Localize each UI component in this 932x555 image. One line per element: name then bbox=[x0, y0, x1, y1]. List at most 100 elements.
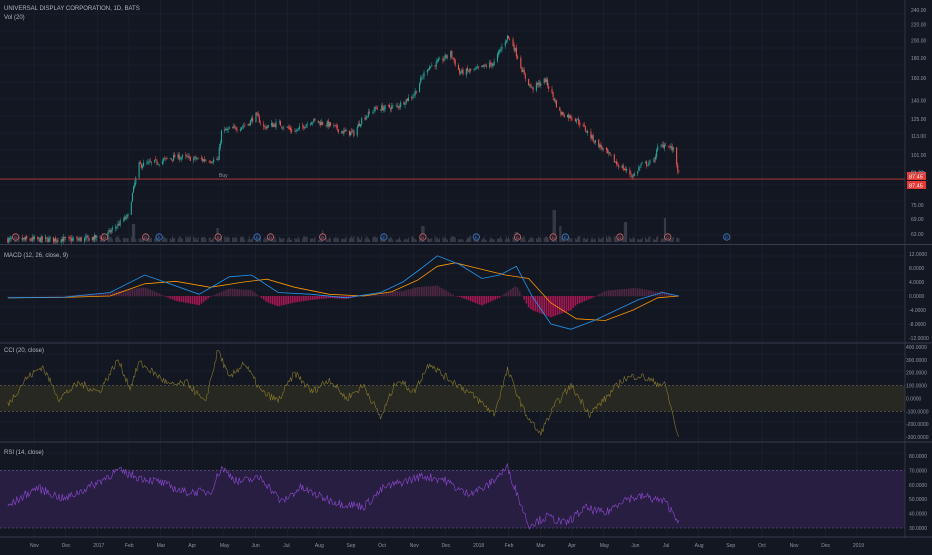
candle-body bbox=[633, 175, 634, 176]
candle-body bbox=[571, 119, 572, 120]
volume-bar bbox=[288, 238, 289, 242]
candle-body bbox=[352, 130, 353, 131]
volume-bar bbox=[287, 239, 288, 242]
volume-bar bbox=[655, 240, 656, 242]
macd-histogram-bar bbox=[385, 293, 387, 296]
dividend-marker-glyph: D bbox=[217, 235, 220, 240]
volume-bar bbox=[249, 236, 250, 242]
macd-histogram-bar bbox=[401, 291, 403, 296]
volume-bar bbox=[211, 240, 212, 242]
volume-bar bbox=[435, 236, 436, 242]
candle-body bbox=[639, 166, 640, 167]
candle-body bbox=[236, 130, 237, 131]
volume-bar bbox=[291, 239, 292, 242]
candle-body bbox=[291, 130, 292, 132]
candle-body bbox=[406, 99, 407, 103]
volume-bar bbox=[590, 239, 591, 242]
candle-body bbox=[279, 122, 280, 123]
volume-bar bbox=[560, 226, 561, 242]
volume-bar bbox=[634, 238, 635, 242]
candle-body bbox=[590, 131, 591, 138]
candle-body bbox=[263, 124, 264, 127]
volume-bar bbox=[610, 238, 611, 242]
candle-body bbox=[272, 123, 273, 127]
candle-body bbox=[249, 123, 250, 125]
candle-body bbox=[576, 120, 577, 122]
candle-body bbox=[376, 107, 377, 108]
candle-body bbox=[629, 170, 630, 175]
volume-bar bbox=[125, 238, 126, 242]
volume-bar bbox=[481, 240, 482, 242]
dividend-marker-glyph: D bbox=[14, 235, 17, 240]
macd-histogram-bar bbox=[548, 296, 550, 316]
macd-histogram-bar bbox=[450, 293, 452, 296]
volume-bar bbox=[124, 238, 125, 242]
macd-histogram-bar bbox=[263, 296, 265, 300]
volume-bar bbox=[242, 236, 243, 242]
macd-histogram-bar bbox=[399, 291, 401, 296]
price-tick-label: 160.00 bbox=[911, 76, 927, 82]
macd-histogram-bar bbox=[568, 296, 570, 311]
candle-body bbox=[490, 62, 491, 64]
candle-body bbox=[146, 163, 147, 164]
candle-body bbox=[405, 104, 406, 105]
macd-histogram-bar bbox=[412, 288, 414, 296]
volume-bar bbox=[615, 237, 616, 242]
macd-histogram-bar bbox=[421, 287, 423, 296]
price-tick-label: 180.00 bbox=[911, 56, 927, 62]
candle-body bbox=[626, 169, 627, 170]
macd-histogram-bar bbox=[488, 296, 490, 303]
volume-bar bbox=[352, 238, 353, 242]
volume-bar bbox=[314, 237, 315, 242]
volume-bar bbox=[205, 239, 206, 242]
candle-body bbox=[372, 112, 373, 113]
volume-bar bbox=[598, 237, 599, 242]
candle-body bbox=[84, 238, 85, 241]
rsi-tick-label: 80.0000 bbox=[909, 454, 927, 460]
candle-body bbox=[625, 169, 626, 170]
candle-body bbox=[603, 148, 604, 149]
macd-histogram-bar bbox=[441, 288, 443, 296]
macd-histogram-bar bbox=[463, 296, 465, 299]
macd-label: MACD (12, 26, close, 9) bbox=[4, 253, 68, 259]
candle-body bbox=[173, 155, 174, 160]
macd-histogram-bar bbox=[517, 288, 519, 297]
price-tick-label: 101.00 bbox=[911, 153, 927, 159]
candle-body bbox=[470, 69, 471, 71]
candle-body bbox=[143, 163, 144, 167]
candle-body bbox=[178, 154, 179, 158]
cci-tick-label: 100.0000 bbox=[906, 384, 927, 390]
volume-bar bbox=[185, 237, 186, 242]
volume-bar bbox=[358, 236, 359, 242]
candle-body bbox=[374, 107, 375, 111]
candle-body bbox=[349, 130, 350, 135]
macd-histogram-bar bbox=[207, 296, 209, 298]
candle-body bbox=[166, 158, 167, 159]
candle-body bbox=[179, 155, 180, 160]
candle-body bbox=[232, 128, 233, 129]
macd-histogram-bar bbox=[134, 289, 136, 297]
candle-body bbox=[329, 122, 330, 126]
candle-body bbox=[632, 175, 633, 177]
macd-histogram-bar bbox=[132, 289, 134, 296]
dividend-marker-glyph: D bbox=[103, 235, 106, 240]
candle-body bbox=[337, 125, 338, 129]
candle-body bbox=[334, 125, 335, 126]
volume-bar bbox=[313, 239, 314, 242]
volume-bar bbox=[462, 240, 463, 242]
volume-bar bbox=[179, 237, 180, 242]
price-label-level[interactable]: 87.45 bbox=[907, 181, 926, 190]
dividend-marker-glyph: D bbox=[321, 235, 324, 240]
candle-body bbox=[520, 58, 521, 68]
volume-bar bbox=[329, 237, 330, 242]
candle-body bbox=[614, 155, 615, 163]
macd-histogram-bar bbox=[597, 295, 599, 296]
volume-bar bbox=[365, 239, 366, 242]
macd-histogram-bar bbox=[474, 296, 476, 303]
time-tick-label: Nov bbox=[410, 543, 419, 549]
candle-body bbox=[624, 169, 625, 170]
macd-histogram-bar bbox=[60, 296, 62, 297]
